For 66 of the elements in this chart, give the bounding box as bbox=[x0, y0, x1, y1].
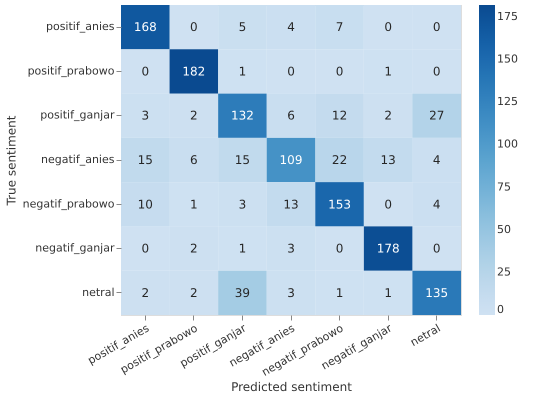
data-label: 2 bbox=[190, 242, 198, 256]
data-label: 135 bbox=[425, 286, 448, 300]
data-label: 0 bbox=[287, 64, 295, 78]
data-label: 27 bbox=[429, 108, 444, 123]
data-label: 4 bbox=[432, 197, 441, 212]
data-label: 13 bbox=[283, 197, 299, 212]
data-label: 1 bbox=[190, 197, 198, 212]
data-label: 1 bbox=[238, 64, 246, 78]
color-bar-label: 175 bbox=[497, 10, 518, 23]
data-label: 2 bbox=[190, 108, 198, 123]
y-tick-label: negatif_anies bbox=[41, 153, 115, 166]
data-label: 2 bbox=[190, 286, 198, 300]
data-label: 3 bbox=[141, 108, 150, 123]
color-bar-label: 125 bbox=[497, 95, 518, 108]
data-label: 4 bbox=[287, 20, 295, 34]
data-label: 22 bbox=[332, 153, 348, 167]
data-label: 15 bbox=[234, 153, 250, 167]
color-bar-label: 25 bbox=[497, 265, 511, 278]
data-label: 1 bbox=[384, 286, 392, 300]
data-label: 1 bbox=[336, 286, 344, 300]
data-label: 2 bbox=[141, 286, 150, 300]
data-label: 39 bbox=[234, 286, 250, 300]
data-label: 0 bbox=[336, 64, 344, 78]
y-tick-label: negatif_ganjar bbox=[35, 242, 115, 255]
data-label: 168 bbox=[134, 20, 157, 34]
data-label: 0 bbox=[141, 242, 150, 256]
data-label: 182 bbox=[182, 64, 206, 78]
data-label: 1 bbox=[238, 242, 246, 256]
data-label: 0 bbox=[384, 197, 392, 212]
y-tick-label: positif_anies bbox=[46, 20, 115, 34]
data-label: 7 bbox=[336, 20, 344, 34]
data-label: 15 bbox=[138, 153, 153, 167]
y-tick-label: positif_ganjar bbox=[40, 108, 115, 122]
data-label: 153 bbox=[328, 197, 352, 212]
data-label: 0 bbox=[190, 20, 198, 34]
data-label: 1 bbox=[384, 64, 392, 78]
y-tick-label: netral bbox=[82, 286, 114, 299]
x-axis-title: Predicted sentiment bbox=[231, 380, 352, 394]
data-label: 0 bbox=[336, 242, 344, 256]
data-label: 2 bbox=[384, 108, 392, 123]
data-label: 0 bbox=[432, 20, 441, 34]
data-label: 5 bbox=[238, 20, 246, 34]
data-label: 3 bbox=[287, 286, 295, 300]
data-label: 0 bbox=[384, 20, 392, 34]
data-label: 10 bbox=[138, 197, 153, 212]
data-label: 3 bbox=[238, 197, 246, 212]
data-label: 6 bbox=[190, 153, 198, 167]
data-label: 0 bbox=[432, 64, 441, 78]
color-bar-label: 150 bbox=[497, 52, 518, 66]
y-axis-title: True sentiment bbox=[4, 115, 19, 206]
data-label: 6 bbox=[287, 108, 295, 123]
color-bar-label: 75 bbox=[497, 180, 511, 194]
data-label: 13 bbox=[380, 153, 396, 167]
data-label: 132 bbox=[230, 108, 254, 123]
data-label: 0 bbox=[432, 242, 441, 256]
color-bar-label: 0 bbox=[497, 303, 504, 316]
data-label: 3 bbox=[287, 242, 295, 256]
y-tick-label: negatif_prabowo bbox=[22, 197, 115, 210]
data-label: 178 bbox=[376, 242, 400, 256]
y-tick-label: positif_prabowo bbox=[28, 64, 115, 78]
data-label: 12 bbox=[332, 108, 348, 123]
data-label: 109 bbox=[280, 153, 302, 167]
data-label: 4 bbox=[432, 153, 441, 167]
data-label: 0 bbox=[141, 64, 150, 78]
color-bar-label: 50 bbox=[497, 222, 511, 236]
color-bar-label: 100 bbox=[497, 138, 518, 151]
